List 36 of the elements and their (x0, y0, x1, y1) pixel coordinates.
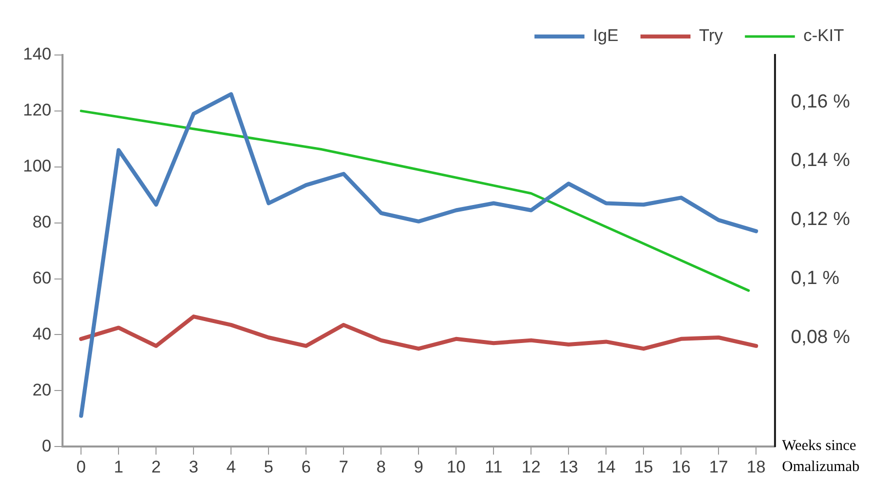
y2-tick-label: 0,1 % (790, 268, 840, 290)
x-tick-label: 9 (414, 457, 424, 476)
x-tick-label: 0 (76, 457, 86, 476)
x-tick-label: 8 (376, 457, 386, 476)
y-tick-label: 20 (32, 380, 52, 400)
y-tick-label: 40 (32, 324, 52, 344)
legend-label: c-KIT (803, 26, 844, 46)
x-tick-label: 2 (151, 457, 161, 476)
y2-tick-label: 0,12 % (790, 209, 850, 230)
x-tick-label: 7 (338, 457, 348, 476)
x-tick-label: 18 (746, 457, 766, 476)
y2-tick-label: 0,14 % (790, 150, 850, 172)
legend-label: IgE (592, 26, 618, 46)
y2-tick-label: 0,08 % (790, 326, 850, 348)
x-tick-label: 15 (634, 457, 654, 476)
x-tick-label: 5 (264, 457, 274, 476)
x-axis-title: Weeks since Omalizumab (782, 437, 860, 477)
x-tick-label: 17 (709, 457, 728, 476)
y2-tick-label: 0,16 % (790, 91, 850, 112)
y-tick-label: 60 (32, 268, 52, 288)
x-tick-label: 6 (301, 457, 311, 476)
x-tick-label: 10 (446, 457, 466, 476)
x-tick-label: 4 (226, 457, 236, 476)
x-tick-label: 11 (484, 457, 502, 476)
y-tick-label: 80 (32, 212, 52, 232)
x-tick-label: 3 (188, 457, 198, 476)
legend-label: Try (698, 26, 724, 46)
x-tick-label: 12 (522, 457, 541, 476)
y-tick-label: 140 (22, 44, 52, 64)
x-tick-label: 1 (114, 457, 124, 476)
x-tick-label: 13 (559, 457, 578, 476)
x-tick-label: 14 (596, 457, 616, 476)
y-tick-label: 100 (22, 156, 52, 176)
x-tick-label: 16 (672, 457, 691, 476)
y-tick-label: 0 (42, 436, 52, 456)
y-tick-label: 120 (22, 100, 52, 120)
